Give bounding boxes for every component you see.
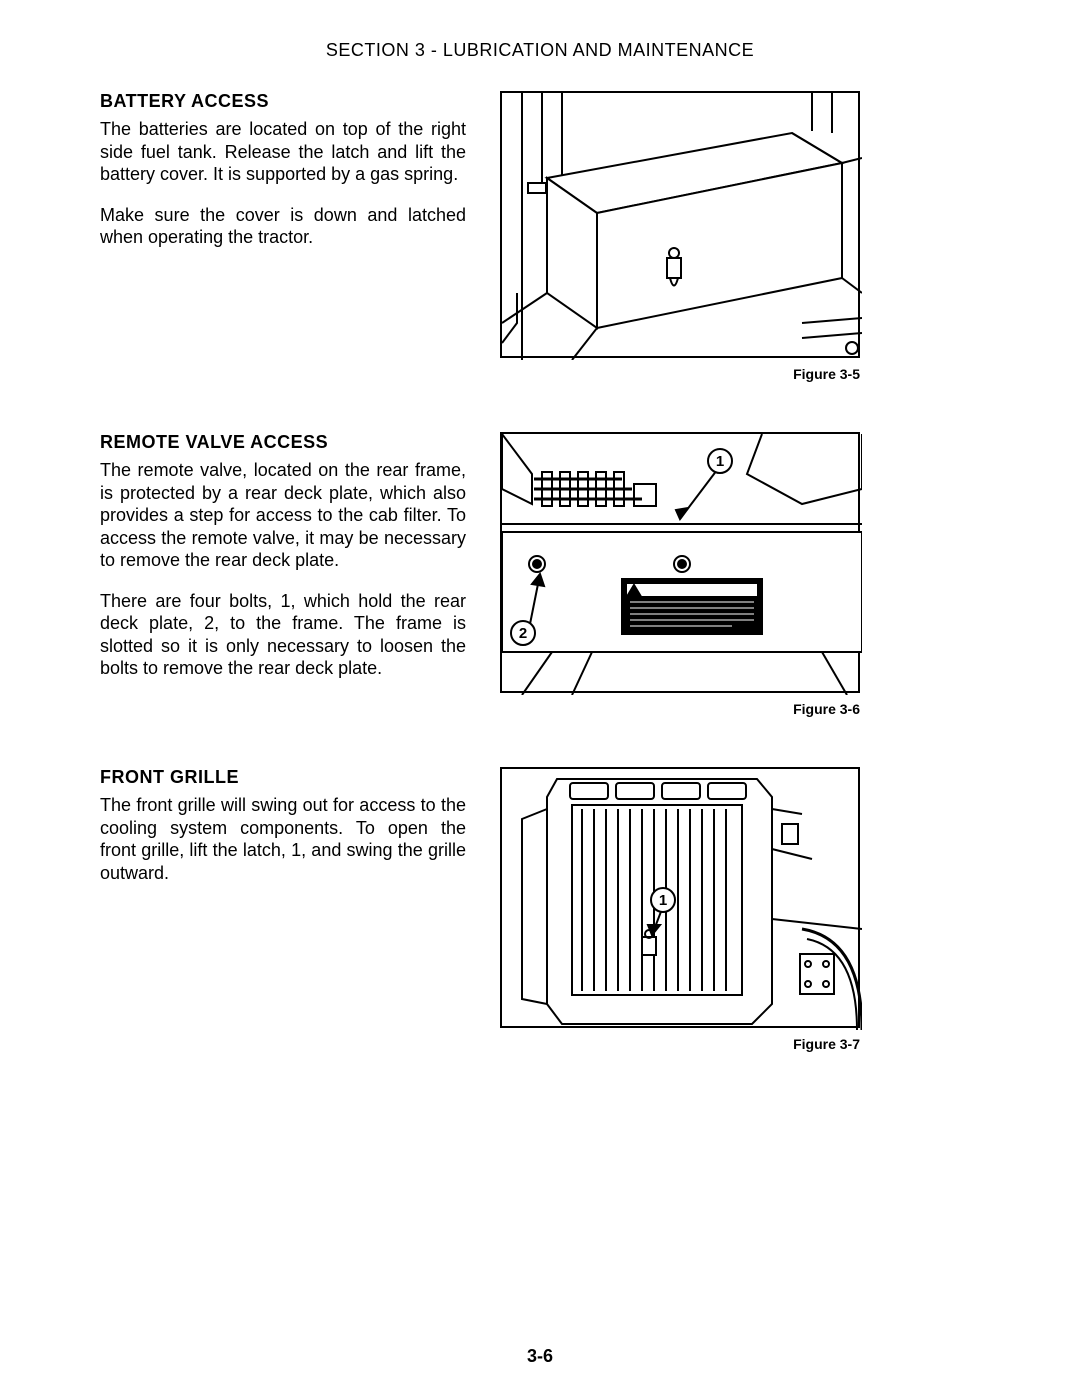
paragraph: There are four bolts, 1, which hold the … xyxy=(100,590,466,680)
paragraph: Make sure the cover is down and latched … xyxy=(100,204,466,249)
figure-3-6: 1 2 xyxy=(500,432,860,693)
heading-front-grille: FRONT GRILLE xyxy=(100,767,466,788)
section-header: SECTION 3 - LUBRICATION AND MAINTENANCE xyxy=(100,40,980,61)
figure-3-5 xyxy=(500,91,860,358)
text-column: FRONT GRILLE The front grille will swing… xyxy=(100,767,466,1052)
figure-column: 1 Figure 3-7 xyxy=(490,767,860,1052)
callout-2: 2 xyxy=(510,620,536,646)
page-number: 3-6 xyxy=(0,1346,1080,1367)
callout-1: 1 xyxy=(707,448,733,474)
figure-column: 1 2 Figure 3-6 xyxy=(490,432,860,717)
callout-1: 1 xyxy=(650,887,676,913)
figure-caption: Figure 3-7 xyxy=(500,1036,860,1052)
figure-column: Figure 3-5 xyxy=(490,91,860,382)
text-column: BATTERY ACCESS The batteries are located… xyxy=(100,91,466,382)
block-battery-access: BATTERY ACCESS The batteries are located… xyxy=(100,91,980,382)
text-column: REMOTE VALVE ACCESS The remote valve, lo… xyxy=(100,432,466,717)
block-front-grille: FRONT GRILLE The front grille will swing… xyxy=(100,767,980,1052)
paragraph: The batteries are located on top of the … xyxy=(100,118,466,186)
heading-battery-access: BATTERY ACCESS xyxy=(100,91,466,112)
paragraph: The front grille will swing out for acce… xyxy=(100,794,466,884)
figure-3-7: 1 xyxy=(500,767,860,1028)
block-remote-valve: REMOTE VALVE ACCESS The remote valve, lo… xyxy=(100,432,980,717)
figure-3-5-svg xyxy=(502,93,862,360)
heading-remote-valve: REMOTE VALVE ACCESS xyxy=(100,432,466,453)
figure-3-6-svg xyxy=(502,434,862,695)
figure-3-7-svg xyxy=(502,769,862,1030)
figure-caption: Figure 3-6 xyxy=(500,701,860,717)
figure-caption: Figure 3-5 xyxy=(500,366,860,382)
paragraph: The remote valve, located on the rear fr… xyxy=(100,459,466,572)
